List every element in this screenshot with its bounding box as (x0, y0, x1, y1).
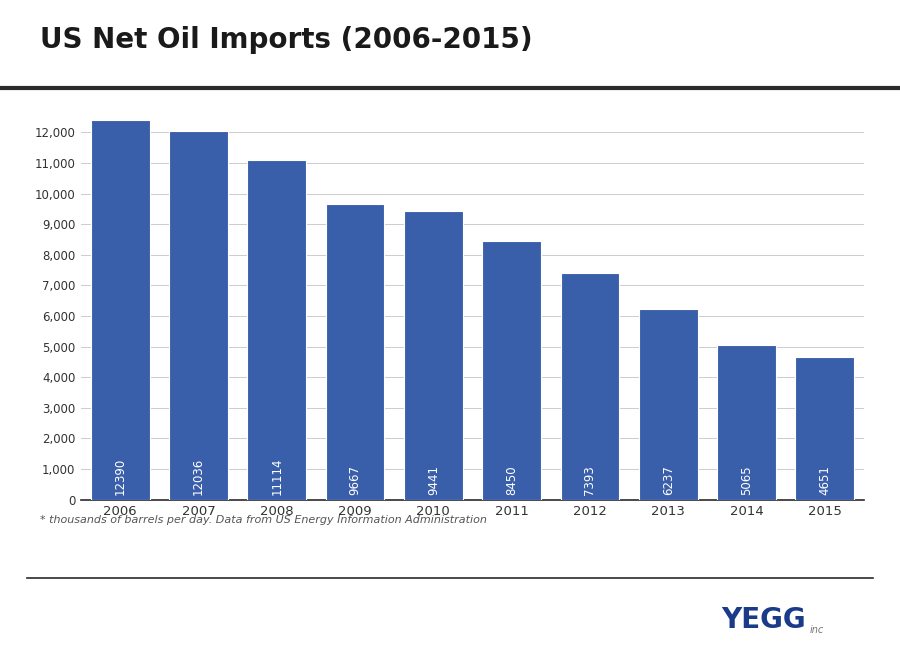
Text: 4651: 4651 (818, 465, 832, 495)
Bar (404, 211, 463, 500)
Bar (169, 131, 228, 500)
Text: 12390: 12390 (113, 458, 127, 495)
Bar (796, 357, 854, 500)
Text: 9667: 9667 (348, 465, 362, 495)
Bar (639, 309, 698, 500)
Text: 9441: 9441 (427, 465, 440, 495)
Text: US Net Oil Imports (2006-2015): US Net Oil Imports (2006-2015) (40, 25, 533, 54)
Text: inc: inc (810, 625, 824, 635)
Text: 11114: 11114 (270, 458, 284, 495)
Bar (717, 345, 776, 500)
Text: 8450: 8450 (505, 466, 518, 495)
Text: 7393: 7393 (583, 465, 597, 495)
Text: 5065: 5065 (740, 466, 753, 495)
Text: 12036: 12036 (192, 458, 205, 495)
Text: YEGG: YEGG (721, 607, 806, 634)
Text: 6237: 6237 (662, 465, 675, 495)
Bar (248, 159, 306, 500)
Text: * thousands of barrels per day. Data from US Energy Information Administration: * thousands of barrels per day. Data fro… (40, 515, 488, 525)
Bar (91, 121, 149, 500)
Bar (326, 204, 384, 500)
Bar (482, 241, 541, 500)
Bar (561, 274, 619, 500)
